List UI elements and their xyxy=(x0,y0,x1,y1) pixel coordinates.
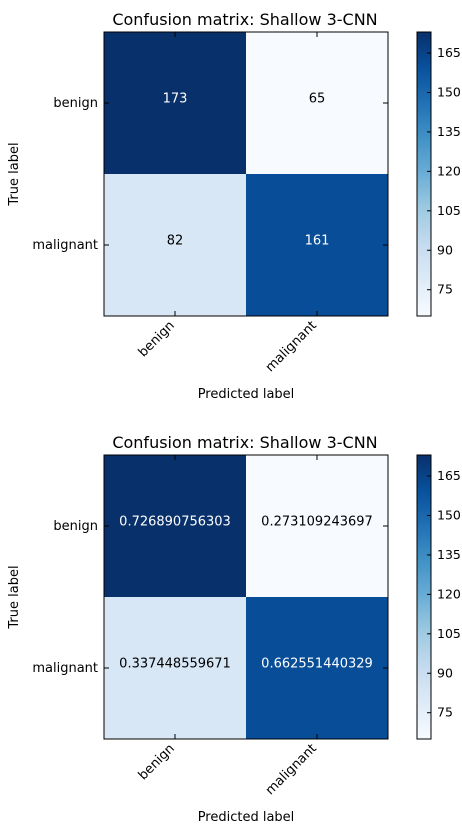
colorbar-tick-label: 165 xyxy=(437,45,461,60)
y-tick-label: malignant xyxy=(32,661,98,676)
cell-value-label: 0.726890756303 xyxy=(119,515,231,530)
colorbar-tick-label: 75 xyxy=(437,705,453,720)
colorbar-tick-label: 120 xyxy=(437,586,461,601)
colorbar: 75 90 105 120 135 150 165 xyxy=(416,31,461,317)
heatmap-cells: 0.726890756303 0.273109243697 0.3374485596… xyxy=(104,455,388,739)
colorbar-tick-label: 165 xyxy=(437,468,461,483)
colorbar-tick-label: 90 xyxy=(437,665,453,680)
cell-value-label: 82 xyxy=(167,234,184,249)
colorbar-tick-label: 135 xyxy=(437,124,461,139)
cell-value-label: 65 xyxy=(309,92,326,107)
colorbar-tick-label: 105 xyxy=(437,626,461,641)
heatmap-cell xyxy=(104,597,246,739)
colorbar-tick-label: 105 xyxy=(437,203,461,218)
colorbar-tick-label: 150 xyxy=(437,84,461,99)
colorbar-tick-label: 135 xyxy=(437,547,461,562)
heatmap-cell xyxy=(246,32,388,174)
x-axis-label: Predicted label xyxy=(198,810,295,825)
plot-frame xyxy=(103,31,389,317)
colorbar-frame xyxy=(416,31,432,317)
colorbar-frame xyxy=(416,454,432,740)
colorbar-tick-label: 120 xyxy=(437,163,461,178)
y-axis-label: True label xyxy=(7,565,22,629)
cell-value-label: 161 xyxy=(305,234,330,249)
x-axis-label: Predicted label xyxy=(198,387,295,402)
colorbar-tick-label: 90 xyxy=(437,242,453,257)
chart-title: Confusion matrix: Shallow 3-CNN xyxy=(112,433,377,452)
cell-value-label: 0.273109243697 xyxy=(261,515,373,530)
colorbar-gradient xyxy=(417,455,431,739)
heatmap-cells: 173 65 82 161 xyxy=(104,32,388,316)
x-tick-label: malignant xyxy=(263,318,320,375)
chart-title: Confusion matrix: Shallow 3-CNN xyxy=(112,10,377,29)
x-tick-label: benign xyxy=(136,318,178,360)
x-tick-label: benign xyxy=(136,741,178,783)
heatmap-cell xyxy=(246,597,388,739)
colorbar: 75 90 105 120 135 150 165 xyxy=(416,454,461,740)
cell-value-label: 0.662551440329 xyxy=(261,657,373,672)
y-tick-label: malignant xyxy=(32,238,98,253)
heatmap-cell xyxy=(104,174,246,316)
heatmap-cell xyxy=(246,455,388,597)
y-tick-label: benign xyxy=(53,519,98,534)
chart-2: Confusion matrix: Shallow 3-CNN 0.726890… xyxy=(7,433,461,825)
colorbar-tick-label: 75 xyxy=(437,282,453,297)
heatmap-cell xyxy=(104,32,246,174)
colorbar-gradient xyxy=(417,32,431,316)
heatmap-cell xyxy=(246,174,388,316)
x-tick-label: malignant xyxy=(263,741,320,798)
heatmap-cell xyxy=(104,455,246,597)
cell-value-label: 0.337448559671 xyxy=(119,657,231,672)
colorbar-tick-label: 150 xyxy=(437,507,461,522)
cell-value-label: 173 xyxy=(163,92,188,107)
plot-frame xyxy=(103,454,389,740)
y-tick-label: benign xyxy=(53,96,98,111)
y-axis-label: True label xyxy=(7,142,22,206)
